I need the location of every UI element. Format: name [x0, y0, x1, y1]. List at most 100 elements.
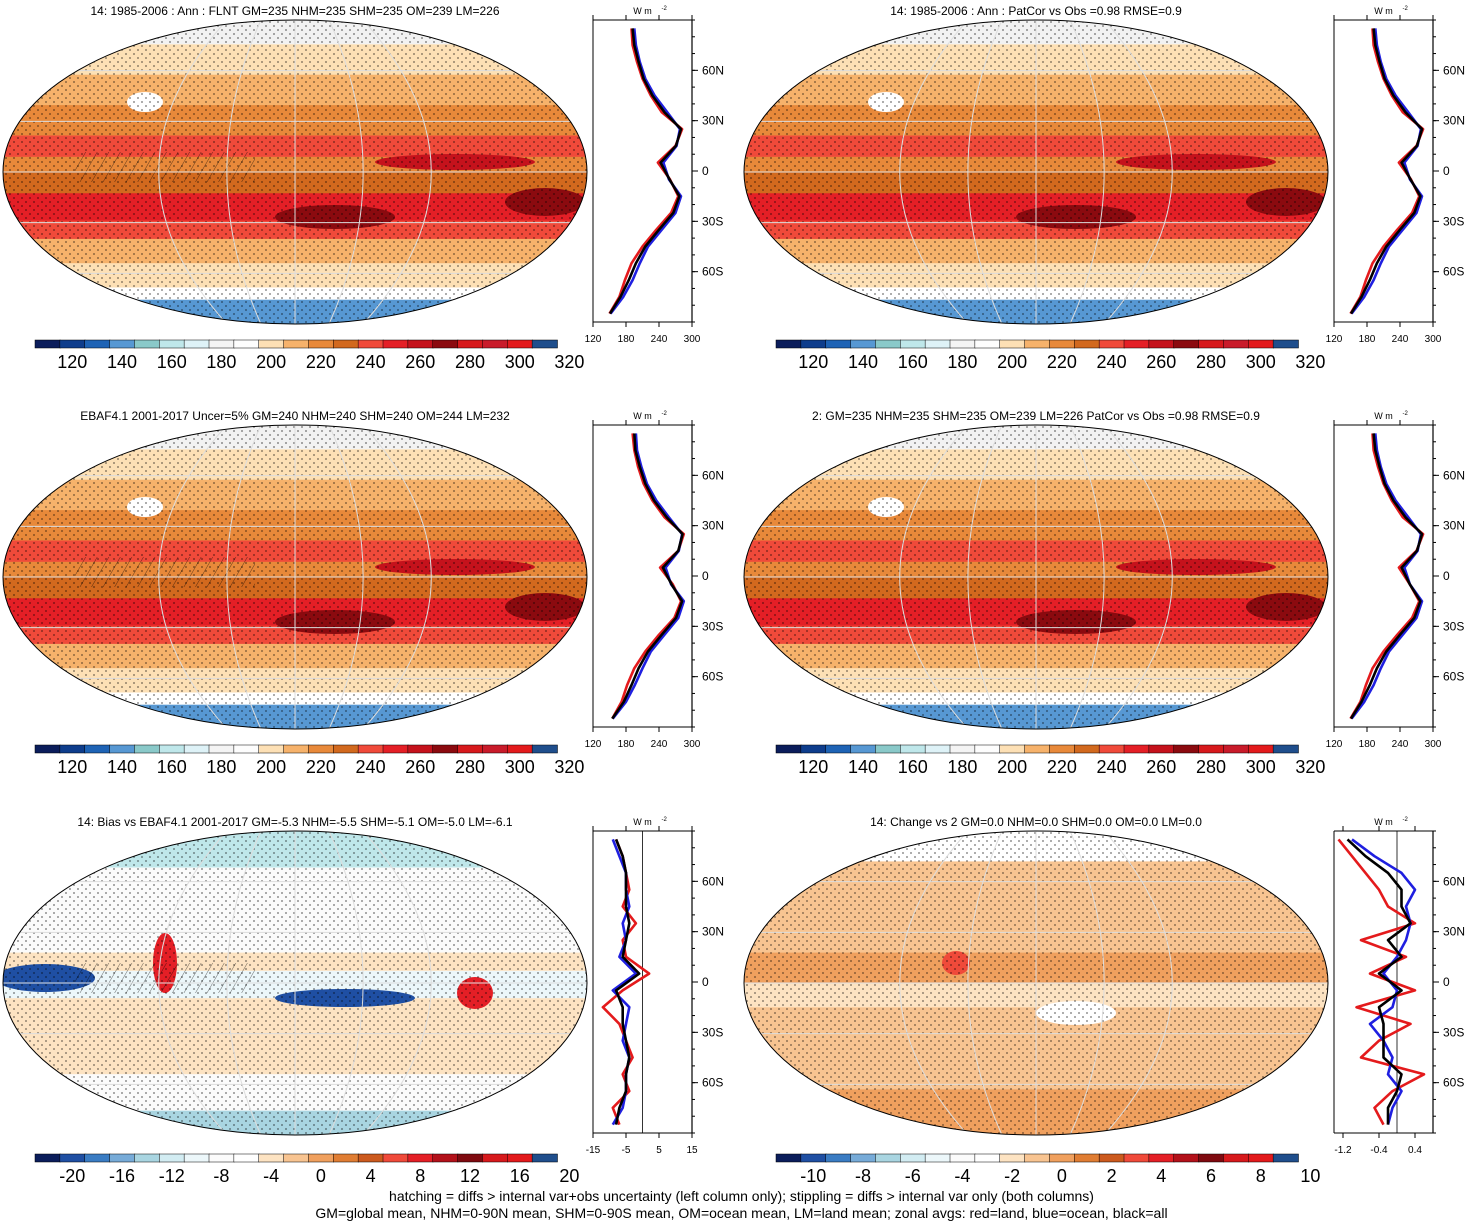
lat-label: 60N [702, 874, 724, 888]
colorbar-swatch [208, 744, 235, 754]
zonal-x-tick-label: 300 [1425, 739, 1442, 750]
zonal-plot: W m -2 60N 30N 0 30S 60S -15 -5 5 15 [586, 817, 724, 1156]
zonal-line-land [1337, 838, 1426, 1126]
zonal-unit-superscript: -2 [1403, 411, 1409, 417]
lat-label: 30S [702, 619, 723, 633]
zonal-x-tick-label: -5 [622, 1145, 631, 1156]
colorbar-swatch [1198, 339, 1225, 349]
colorbar-label: 320 [1295, 757, 1325, 777]
colorbar-label: 240 [1097, 352, 1127, 372]
colorbar-swatch [900, 744, 926, 754]
lat-label: 60S [1443, 265, 1464, 279]
colorbar-label: 320 [1295, 352, 1325, 372]
lat-label: 0 [702, 164, 709, 178]
colorbar-swatch [84, 339, 111, 349]
colorbar-swatch [382, 1153, 409, 1163]
zonal-x-tick-label: 0.4 [1408, 1145, 1422, 1156]
map-border [743, 830, 1329, 1136]
colorbar-swatch [507, 1153, 533, 1163]
panel-title: EBAF4.1 2001-2017 Uncer=5% GM=240 NHM=24… [80, 409, 510, 423]
zonal-unit-superscript: -2 [1403, 6, 1409, 12]
zonal-x-tick-label: 240 [1392, 334, 1409, 345]
colorbar-swatch [1148, 744, 1175, 754]
colorbar-swatch [1074, 744, 1100, 754]
colorbar-swatch [34, 744, 61, 754]
colorbar-swatch [974, 1153, 1001, 1163]
colorbar-label: 6 [1206, 1166, 1216, 1186]
colorbar-swatch [531, 744, 558, 754]
map-border [2, 19, 588, 325]
colorbar-swatch [850, 744, 877, 754]
footer-line-2: GM=global mean, NHM=0-90N mean, SHM=0-90… [315, 1205, 1168, 1221]
colorbar-label: 0 [1057, 1166, 1067, 1186]
colorbar: -20 -16 -12 -8 -4 0 4 8 12 16 20 [34, 1153, 579, 1186]
colorbar-label: -2 [1004, 1166, 1020, 1186]
lat-label: 0 [702, 569, 709, 583]
colorbar-swatch [974, 744, 1001, 754]
colorbar-swatch [333, 339, 359, 349]
colorbar: 120 140 160 180 200 220 240 260 280 300 320 [34, 744, 584, 777]
colorbar-label: 8 [1256, 1166, 1266, 1186]
colorbar-swatch [482, 1153, 509, 1163]
colorbar-swatch [283, 744, 310, 754]
zonal-plot: W m -2 60N 30N 0 30S 60S 120 180 240 300 [585, 6, 724, 345]
colorbar-label: -8 [213, 1166, 229, 1186]
colorbar-swatch [382, 744, 409, 754]
zonal-plot: W m -2 60N 30N 0 30S 60S 120 180 240 300 [1326, 6, 1465, 345]
colorbar-swatch [357, 339, 384, 349]
colorbar-label: 200 [997, 352, 1027, 372]
colorbar-swatch [233, 339, 260, 349]
panel-0: 14: 1985-2006 : Ann : FLNT GM=235 NHM=23… [0, 0, 741, 405]
zonal-x-tick-label: 180 [1359, 739, 1376, 750]
map-field [3, 20, 587, 324]
lat-label: 60N [702, 468, 724, 482]
map-field [744, 831, 1328, 1135]
zonal-line-land [1349, 433, 1425, 720]
colorbar-swatch [258, 339, 285, 349]
colorbar-swatch [432, 339, 459, 349]
colorbar-label: 300 [1246, 352, 1276, 372]
colorbar-label: 160 [157, 352, 187, 372]
panel-title: 14: Bias vs EBAF4.1 2001-2017 GM=-5.3 NH… [77, 815, 513, 829]
colorbar-swatch [1074, 1153, 1100, 1163]
colorbar-swatch [875, 1153, 902, 1163]
colorbar-label: 260 [405, 352, 435, 372]
zonal-line-all [1349, 433, 1424, 720]
zonal-line-all [1349, 28, 1424, 315]
colorbar-swatch [1123, 1153, 1150, 1163]
zonal-line-land [601, 838, 651, 1126]
colorbar: 120 140 160 180 200 220 240 260 280 300 320 [775, 339, 1325, 372]
colorbar-label: -6 [905, 1166, 921, 1186]
zonal-unit-label: W m [1374, 411, 1393, 421]
zonal-plot: W m -2 60N 30N 0 30S 60S 120 180 240 300 [1326, 411, 1465, 750]
colorbar-swatch [1024, 744, 1051, 754]
colorbar-swatch [333, 744, 359, 754]
zonal-x-tick-label: 300 [1425, 334, 1442, 345]
colorbar-swatch [875, 744, 902, 754]
map-field [744, 425, 1328, 729]
map-svg: 120 140 160 180 200 220 240 260 280 300 320 W m -2 60… [743, 411, 1465, 777]
colorbar-swatch [59, 744, 86, 754]
zonal-line-all [611, 433, 684, 720]
zonal-line-ocean [611, 433, 686, 720]
colorbar-label: 16 [510, 1166, 530, 1186]
zonal-unit-superscript: -2 [662, 6, 668, 12]
colorbar-swatch [507, 339, 533, 349]
colorbar: 120 140 160 180 200 220 240 260 280 300 320 [775, 744, 1325, 777]
map-border [743, 424, 1329, 730]
colorbar-swatch [1248, 339, 1274, 349]
zonal-x-tick-label: 180 [1359, 334, 1376, 345]
colorbar-swatch [134, 339, 161, 349]
colorbar-swatch [900, 1153, 926, 1163]
lat-label: 30N [1443, 925, 1465, 939]
colorbar-label: 180 [206, 352, 236, 372]
colorbar-label: 220 [1047, 757, 1077, 777]
zonal-x-tick-label: -0.4 [1370, 1145, 1388, 1156]
colorbar-swatch [333, 1153, 359, 1163]
colorbar-swatch [1098, 1153, 1125, 1163]
colorbar-swatch [308, 1153, 335, 1163]
colorbar-swatch [357, 744, 384, 754]
map-svg: 120 140 160 180 200 220 240 260 280 300 320 W m -2 60… [2, 6, 724, 372]
zonal-unit-superscript: -2 [1403, 817, 1409, 823]
colorbar-swatch [875, 339, 902, 349]
